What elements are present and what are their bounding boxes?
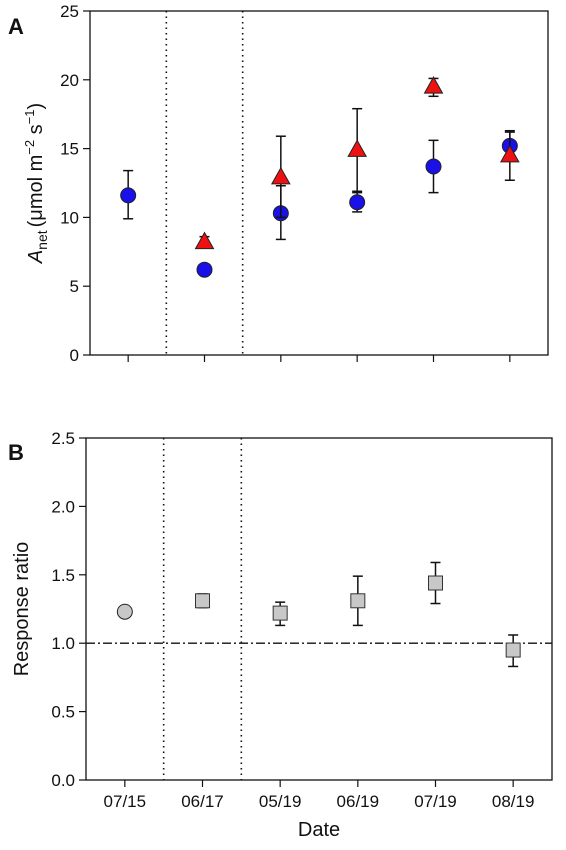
data-point-circle bbox=[116, 603, 133, 620]
panel-b-separators bbox=[162, 438, 243, 780]
x-tick-label: 08/19 bbox=[492, 792, 535, 811]
data-point-triangle bbox=[499, 144, 520, 163]
data-point-square bbox=[195, 593, 210, 609]
panel-a-frame bbox=[89, 10, 549, 356]
data-point-square bbox=[505, 642, 521, 658]
data-point-square bbox=[428, 575, 443, 591]
y-label-a-close: ) bbox=[25, 103, 47, 110]
y-tick-label: 20 bbox=[60, 71, 79, 90]
y-tick-label: 2.5 bbox=[51, 429, 75, 448]
x-tick-label: 07/19 bbox=[414, 792, 457, 811]
panel-b-marks bbox=[116, 561, 521, 668]
data-point-circle bbox=[349, 194, 366, 211]
y-tick-label: 2.0 bbox=[51, 497, 75, 516]
panel-a-label: A bbox=[8, 14, 24, 39]
panel-a-x-ticks bbox=[127, 355, 511, 362]
y-label-a-mid: s bbox=[25, 124, 47, 140]
panel-b-x-ticks: 07/15 06/17 05/19 06/19 07/19 08/19 bbox=[104, 780, 535, 811]
data-point-triangle bbox=[270, 166, 291, 185]
data-point-square bbox=[350, 593, 366, 609]
panel-b-y-ticks: 0.0 0.5 1.0 1.5 2.0 2.5 bbox=[51, 429, 86, 790]
y-tick-label: 0 bbox=[70, 346, 79, 365]
x-tick-label: 05/19 bbox=[259, 792, 302, 811]
y-tick-label: 0.5 bbox=[51, 703, 75, 722]
data-point-triangle bbox=[194, 231, 215, 250]
y-label-a-subscript: net bbox=[34, 230, 50, 250]
panel-a-y-axis-label: Anet (μmol m−2 s−1) bbox=[22, 103, 50, 264]
data-point-triangle bbox=[347, 139, 368, 157]
y-tick-label: 25 bbox=[60, 2, 79, 21]
x-tick-label: 06/19 bbox=[337, 792, 380, 811]
data-point-circle bbox=[120, 187, 137, 204]
panel-b-x-axis-label: Date bbox=[298, 819, 340, 841]
x-tick-label: 07/15 bbox=[104, 792, 147, 811]
data-point-circle bbox=[196, 261, 213, 278]
panel-b: B 0.0 0.5 1.0 1.5 2.0 2.5 07/15 06/17 05/19 06/1… bbox=[8, 429, 553, 841]
y-tick-label: 10 bbox=[60, 208, 79, 227]
y-tick-label: 5 bbox=[70, 277, 79, 296]
y-tick-label: 0.0 bbox=[51, 771, 75, 790]
y-tick-label: 15 bbox=[60, 140, 79, 159]
y-label-a-exp2: −1 bbox=[22, 110, 37, 125]
x-tick-label: 06/17 bbox=[181, 792, 224, 811]
panel-a: A 0 5 10 15 20 25 Anet (μmol m−2 s−1) bbox=[8, 2, 549, 365]
panel-b-y-axis-label: Response ratio bbox=[11, 542, 33, 677]
panel-a-marks bbox=[120, 76, 520, 278]
y-label-a-symbol: A bbox=[25, 250, 47, 264]
y-tick-label: 1.0 bbox=[51, 634, 75, 653]
panel-a-separators bbox=[165, 11, 244, 355]
panel-a-y-ticks: 0 5 10 15 20 25 bbox=[60, 2, 90, 365]
panel-b-frame bbox=[85, 437, 553, 781]
y-label-a-units: (μmol m bbox=[25, 155, 47, 228]
data-point-circle bbox=[425, 158, 442, 175]
panel-b-label: B bbox=[8, 440, 24, 465]
data-point-square bbox=[272, 605, 288, 621]
y-label-a-exp1: −2 bbox=[22, 140, 37, 155]
data-point-triangle bbox=[423, 76, 444, 94]
y-tick-label: 1.5 bbox=[51, 566, 75, 585]
